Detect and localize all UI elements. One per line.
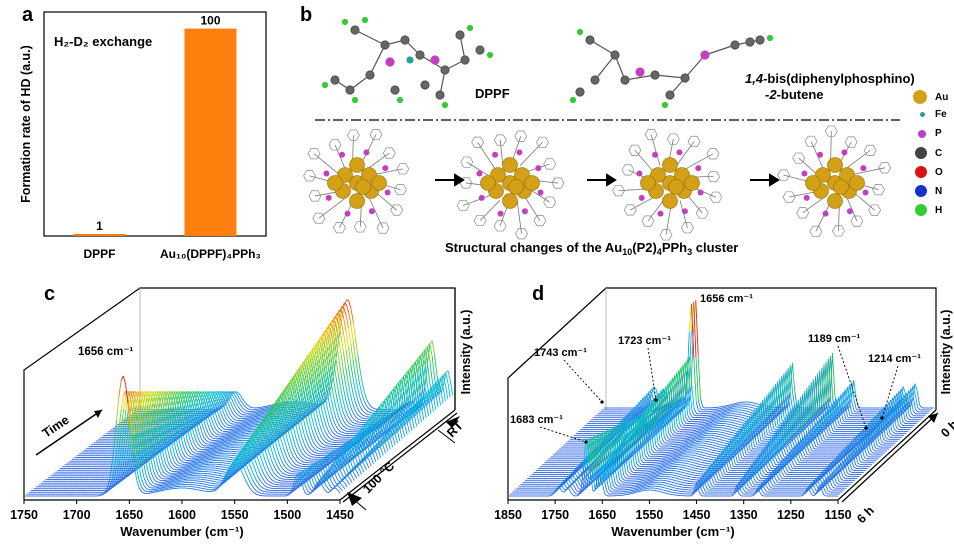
legend-atom-marker <box>918 130 926 138</box>
panel-c-xaxis: 1750 1700 1650 1600 1550 1500 1450 <box>10 500 354 522</box>
legend-label: C <box>935 148 942 159</box>
panel-a-ylabel: Formation rate of HD (a.u.) <box>19 45 33 203</box>
legend-item-o: O <box>913 166 943 178</box>
cluster-caption: Structural changes of the Au10(P2)4PPh3 … <box>445 240 738 257</box>
dppf-label: DPPF <box>475 86 510 101</box>
x-tick-label: 1700 <box>63 508 91 522</box>
x-tick-label: 1550 <box>636 508 664 522</box>
peak-label-1656: 1656 cm⁻¹ <box>78 346 133 358</box>
temp-label: 100 °C <box>360 459 397 496</box>
peak-label-2: 1723 cm⁻¹ <box>618 335 671 347</box>
panel-d-xlabel: Wavenumber (cm⁻¹) <box>611 524 734 539</box>
category-label-1: Au₁₀(DPPF)₄PPh₃ <box>160 247 261 261</box>
x-tick-label: 1750 <box>541 508 569 522</box>
panel-b-svg: DPPF 1,4-bis(diphenylphosphino) -2-buten… <box>295 0 954 265</box>
x-tick-label: 1450 <box>326 508 354 522</box>
panel-d-zlabel: Intensity (a.u.) <box>939 310 953 395</box>
cluster-sequence <box>304 126 891 240</box>
legend-label: N <box>935 186 942 197</box>
panel-a-annotation: H₂-D₂ exchange <box>54 34 152 49</box>
bar-0 <box>74 234 126 236</box>
panel-b-figure: DPPF 1,4-bis(diphenylphosphino) -2-buten… <box>295 0 954 265</box>
legend-atom-marker <box>915 147 927 159</box>
legend-atom-marker <box>915 185 927 197</box>
x-tick-label: 1500 <box>273 508 301 522</box>
peak-label-1: 1743 cm⁻¹ <box>534 347 587 359</box>
peak-label-3: 1683 cm⁻¹ <box>510 414 563 426</box>
ligand2-label-line1: 1,4-bis(diphenylphosphino) <box>745 71 915 86</box>
x-tick-label: 1750 <box>10 508 38 522</box>
cluster-1 <box>457 131 564 239</box>
legend-item-h: H <box>913 204 942 216</box>
legend-label: P <box>935 128 942 139</box>
panel-c-zlabel: Intensity (a.u.) <box>459 310 473 395</box>
x-tick-label: 1450 <box>683 508 711 522</box>
x-tick-label: 1150 <box>824 508 851 522</box>
peak-label-0: 1656 cm⁻¹ <box>700 293 753 305</box>
bar-1 <box>185 29 237 236</box>
time-start-label: 0 h <box>938 417 954 440</box>
peak-pointer <box>564 360 602 402</box>
legend-atom-marker <box>915 204 927 216</box>
legend-item-c: C <box>913 147 942 159</box>
legend-item-au: Au <box>913 90 948 104</box>
waterfall-lines <box>508 300 934 496</box>
legend-item-p: P <box>913 128 942 139</box>
x-tick-label: 1600 <box>168 508 196 522</box>
ligand2-label-line2: -2-butene <box>765 87 824 102</box>
legend-item-n: N <box>913 185 942 197</box>
legend-atom-marker <box>920 112 925 117</box>
cluster-0 <box>304 129 409 233</box>
panel-d-chart: 1850 1750 1650 1550 1450 1350 1250 1150 Wavenumb… <box>478 270 954 539</box>
x-tick-label: 1550 <box>221 508 249 522</box>
peak-pointer <box>540 427 586 442</box>
legend-atom-marker <box>913 90 927 104</box>
panel-d-xaxis: 1850 1750 1650 1550 1450 1350 1250 1150 <box>494 500 852 522</box>
legend-atom-marker <box>915 166 927 178</box>
category-label-0: DPPF <box>83 247 115 261</box>
time-end-label: 6 h <box>854 503 877 526</box>
butene-molecule <box>571 30 773 108</box>
x-tick-label: 1650 <box>588 508 616 522</box>
legend-label: Fe <box>935 109 947 120</box>
panel-c-chart: 1750 1700 1650 1600 1550 1500 1450 Wavenumber (… <box>0 270 475 539</box>
peak-label-4: 1189 cm⁻¹ <box>808 333 861 345</box>
dppf-molecule <box>323 18 493 108</box>
panel-a-chart: 1 DPPF 100 Au₁₀(DPPF)₄PPh₃ Formation rate o… <box>0 0 290 270</box>
panel-d-svg: 1850 1750 1650 1550 1450 1350 1250 1150 Wavenumb… <box>478 270 954 539</box>
peak-label-5: 1214 cm⁻¹ <box>868 353 921 365</box>
cluster-2 <box>613 129 722 240</box>
panel-a-svg: 1 DPPF 100 Au₁₀(DPPF)₄PPh₃ Formation rate o… <box>0 0 290 270</box>
panel-c-xlabel: Wavenumber (cm⁻¹) <box>120 524 243 539</box>
legend-label: Au <box>935 92 948 103</box>
x-tick-label: 1850 <box>494 508 522 522</box>
time-label: Time <box>40 413 72 441</box>
x-tick-label: 1650 <box>115 508 143 522</box>
x-tick-label: 1350 <box>730 508 758 522</box>
legend-item-fe: Fe <box>913 109 947 120</box>
bar-value-label-1: 100 <box>200 14 220 28</box>
cluster-3 <box>778 126 891 237</box>
legend-label: O <box>935 167 943 178</box>
panel-c-svg: 1750 1700 1650 1600 1550 1500 1450 Wavenumber (… <box>0 270 475 539</box>
bar-value-label-0: 1 <box>96 219 103 233</box>
legend-label: H <box>935 205 942 216</box>
x-tick-label: 1250 <box>777 508 805 522</box>
